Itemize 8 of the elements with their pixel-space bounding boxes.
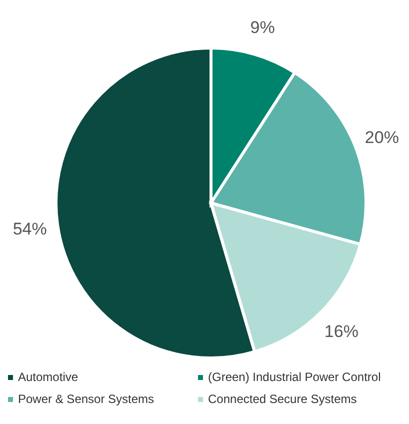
legend-label: (Green) Industrial Power Control: [208, 370, 381, 384]
legend-label: Connected Secure Systems: [208, 392, 357, 406]
data-label: 54%: [12, 220, 47, 239]
data-label: 20%: [364, 128, 399, 148]
data-label: 16%: [324, 322, 358, 341]
data-label: 9%: [250, 18, 275, 37]
legend-label: Automotive: [18, 370, 78, 384]
legend-label: Power & Sensor Systems: [18, 392, 154, 406]
